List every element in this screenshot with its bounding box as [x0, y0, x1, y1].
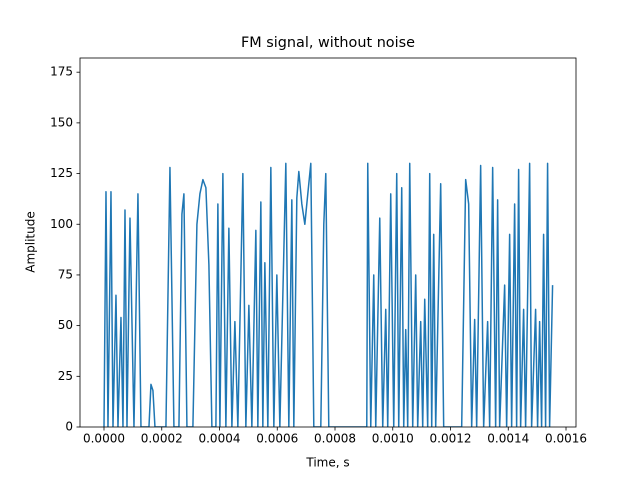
x-tick-label: 0.0010 [372, 432, 414, 446]
y-tick-label: 175 [50, 65, 73, 79]
x-tick-label: 0.0006 [256, 432, 298, 446]
y-tick-label: 125 [50, 166, 73, 180]
y-tick-label: 75 [58, 267, 73, 281]
x-tick-label: 0.0012 [430, 432, 472, 446]
y-tick-label: 150 [50, 115, 73, 129]
x-axis-label: Time, s [305, 456, 349, 470]
x-tick-label: 0.0014 [487, 432, 529, 446]
signal-line [103, 162, 554, 427]
y-tick-label: 50 [58, 318, 73, 332]
x-tick-label: 0.0002 [141, 432, 183, 446]
x-tick-label: 0.0000 [83, 432, 125, 446]
x-tick-label: 0.0004 [198, 432, 240, 446]
y-tick-label: 100 [50, 217, 73, 231]
y-axis-label: Amplitude [24, 211, 38, 273]
plot-frame [79, 57, 577, 428]
y-tick-label: 25 [58, 369, 73, 383]
chart-title: FM signal, without noise [241, 35, 415, 51]
y-tick-label: 0 [65, 420, 73, 434]
x-tick-label: 0.0016 [545, 432, 587, 446]
x-tick-label: 0.0008 [314, 432, 356, 446]
